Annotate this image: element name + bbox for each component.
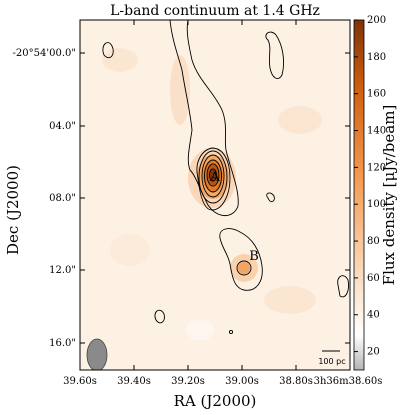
x-tick-label: 39.60s — [63, 376, 97, 387]
noise-patch — [170, 55, 190, 125]
y-tick-label: 08.0" — [49, 193, 76, 204]
x-tick-label: 38.80s — [279, 376, 313, 387]
colorbar-tick-label: 100 — [367, 199, 386, 210]
colorbar-tick-label: 120 — [367, 162, 386, 173]
contour-level-2 — [196, 147, 231, 211]
colorbar-tick-label: 160 — [367, 89, 386, 100]
noise-patch — [102, 48, 138, 72]
contour-level-7 — [209, 168, 217, 182]
source-b-label: B — [249, 249, 259, 264]
y-tick-label: 04.0" — [49, 121, 76, 132]
contour-level-5 — [204, 159, 222, 193]
x-tick-label: 3h36m38.60s — [314, 376, 383, 387]
source-a-label: A — [209, 170, 220, 185]
colorbar-tick-label: 40 — [367, 310, 380, 321]
colorbar-tick-label: 60 — [367, 273, 380, 284]
beam-ellipse — [86, 338, 108, 370]
colorbar-ticks: 20 40 60 80 100 120 140 160 180 200 — [354, 15, 386, 358]
contour-level-4 — [201, 154, 225, 198]
x-tick-label: 39.00s — [225, 376, 259, 387]
y-tick-label: 16.0" — [49, 338, 76, 349]
contours — [102, 20, 349, 335]
contour-noise — [266, 192, 275, 203]
plot-frame — [79, 19, 351, 371]
contour-noise — [265, 31, 285, 79]
contour-noise — [154, 309, 165, 324]
colorbar-tick-label: 140 — [367, 126, 386, 137]
colorbar — [353, 19, 365, 371]
contour-source-b-outer — [219, 228, 263, 291]
colorbar-label: Flux density [μJy/beam] — [380, 105, 398, 286]
noise-patch — [278, 106, 322, 134]
colorbar-tick-label: 200 — [367, 15, 386, 26]
y-tick-label: -20°54'00.0" — [13, 48, 76, 59]
noise-patch — [186, 320, 214, 340]
scale-bar-label: 100 pc — [318, 357, 345, 366]
x-axis-title: RA (J2000) — [174, 392, 257, 410]
contour-noise — [102, 42, 114, 59]
contour-source-b-inner — [236, 260, 252, 276]
y-tick-label: 12.0" — [49, 265, 76, 276]
colorbar-tick-label: 80 — [367, 236, 380, 247]
noise-patch — [264, 286, 316, 314]
x-axis-ticks: 39.60s 39.40s 39.20s 39.00s 38.80s 3h36m38.60… — [63, 20, 382, 387]
colorbar-tick-label: 180 — [367, 52, 386, 63]
contour-level-6 — [206, 163, 220, 187]
noise-patch — [110, 234, 150, 266]
chart-title: L-band continuum at 1.4 GHz — [110, 3, 320, 19]
contour-noise — [228, 329, 234, 335]
contour-noise — [337, 275, 349, 298]
map-image: A B 100 pc — [80, 20, 350, 370]
y-axis-ticks: -20°54'00.0" 04.0" 08.0" 12.0" 16.0" — [13, 48, 350, 349]
x-tick-label: 39.40s — [117, 376, 151, 387]
contour-level-1 — [169, 20, 239, 217]
colorbar-tick-label: 20 — [367, 347, 380, 358]
y-axis-title: Dec (J2000) — [4, 165, 22, 255]
contour-level-3 — [198, 150, 228, 204]
x-tick-label: 39.20s — [171, 376, 205, 387]
